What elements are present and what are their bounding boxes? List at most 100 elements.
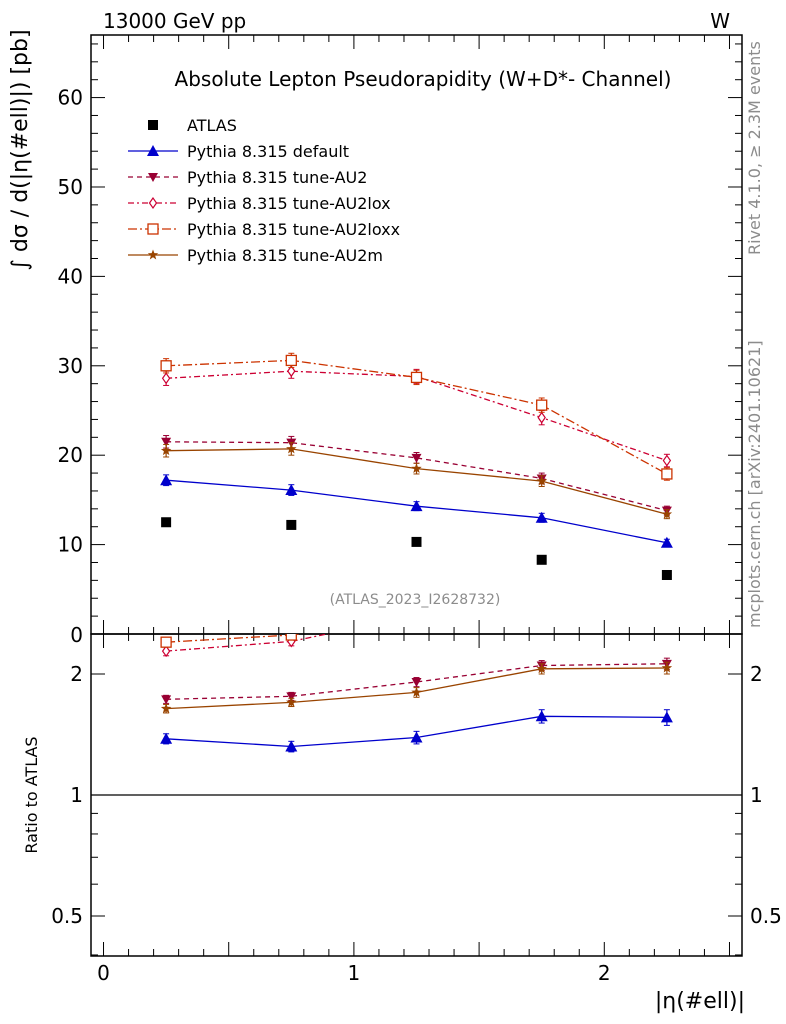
chart-title: Absolute Lepton Pseudorapidity (W+D*- Ch…	[175, 67, 672, 91]
ratio-pythia-8-315-default-point	[660, 711, 673, 723]
ratio-y-tick-label: 1	[70, 783, 83, 807]
ratio-pythia-8-315-default-series	[160, 709, 673, 753]
main-pythia-8-315-default-line	[166, 479, 668, 544]
main-pythia-8-315-tune-au2m-point	[286, 443, 297, 454]
ratio-pythia-8-315-tune-au2lox-point	[538, 603, 545, 613]
ratio-pythia-8-315-tune-au2m-point	[661, 662, 673, 673]
main-pythia-8-315-tune-au2loxx-point	[410, 371, 423, 384]
ratio-pythia-8-315-tune-au2loxx-series	[160, 594, 672, 648]
ratio-pythia-8-315-default-point	[410, 731, 423, 743]
legend-marker	[147, 223, 159, 235]
ratio-pythia-8-315-tune-au2m-series	[160, 661, 673, 714]
main-pythia-8-315-tune-au2loxx-point	[160, 360, 172, 372]
ratio-axis-ticks: 0 1 2 0.5 0.5 1 1 2 2	[51, 634, 782, 985]
legend-item: ATLAS	[148, 116, 237, 135]
legend-label: Pythia 8.315 tune-AU2m	[187, 246, 383, 265]
main-atlas-point	[161, 517, 172, 528]
rivet-version-label: Rivet 4.1.0, ≥ 2.3M events	[745, 41, 764, 255]
legend-label: ATLAS	[187, 116, 237, 135]
y-tick-label: 50	[58, 175, 83, 199]
ratio-pythia-8-315-tune-au2loxx-point	[537, 594, 547, 604]
legend-label: Pythia 8.315 tune-AU2loxx	[187, 220, 400, 239]
ratio-pythia-8-315-tune-au2loxx-point	[160, 636, 172, 648]
y-tick-label: 30	[58, 354, 83, 378]
legend-marker	[148, 196, 158, 210]
main-atlas-point	[536, 554, 547, 565]
main-pythia-8-315-tune-au2loxx-point	[536, 399, 548, 411]
main-pythia-8-315-tune-au2lox-point	[287, 365, 296, 378]
legend-item: Pythia 8.315 tune-AU2loxx	[128, 220, 400, 239]
ratio-y-tick-label: 0.5	[51, 904, 83, 928]
ratio-pythia-8-315-default-point	[160, 732, 173, 744]
ratio-pythia-8-315-tune-au2m-point	[160, 703, 172, 714]
main-atlas-point	[661, 569, 672, 580]
energy-label: 13000 GeV pp	[103, 9, 246, 33]
x-axis-label: |η(#ell)|	[655, 989, 745, 1014]
legend-item: Pythia 8.315 default	[128, 142, 349, 161]
ratio-pythia-8-315-tune-au2lox-line	[166, 634, 330, 652]
x-tick-label: 2	[598, 961, 611, 985]
legend-label: Pythia 8.315 tune-AU2lox	[187, 194, 391, 213]
main-pythia-8-315-tune-au2loxx-series	[160, 352, 673, 481]
ratio-pythia-8-315-tune-au2lox-point	[161, 645, 171, 658]
legend-item: Pythia 8.315 tune-AU2lox	[128, 194, 391, 213]
ratio-pythia-8-315-default-point	[535, 710, 548, 722]
ratio-pythia-8-315-tune-au2-point	[286, 692, 297, 702]
ratio-pythia-8-315-tune-au2loxx-point	[285, 634, 297, 641]
main-pythia-8-315-tune-au2m-point	[661, 508, 673, 519]
legend-item: Pythia 8.315 tune-AU2	[128, 168, 367, 187]
x-tick-label: 0	[97, 961, 110, 985]
y-tick-label: 20	[58, 443, 83, 467]
legend-marker	[148, 120, 158, 130]
ratio-pythia-8-315-tune-au2lox-point	[663, 602, 670, 612]
main-pythia-8-315-tune-au2m-point	[411, 463, 422, 474]
main-pythia-8-315-tune-au2lox-point	[662, 454, 672, 467]
ratio-pythia-8-315-tune-au2-point	[161, 695, 172, 705]
y-tick-label: 40	[58, 264, 83, 288]
legend-item: Pythia 8.315 tune-AU2m	[128, 246, 383, 265]
ratio-y-axis-label: Ratio to ATLAS	[22, 736, 41, 853]
main-pythia-8-315-default-point	[660, 536, 673, 548]
ratio-pythia-8-315-tune-au2lox-series	[161, 602, 670, 658]
main-pythia-8-315-default-point	[410, 500, 423, 512]
process-label: W	[710, 9, 730, 33]
ratio-series-group	[160, 594, 673, 753]
main-pythia-8-315-tune-au2lox-point	[537, 411, 546, 424]
main-pythia-8-315-tune-au2m-series	[160, 442, 673, 520]
ratio-y-tick-label-right: 0.5	[750, 904, 782, 928]
main-pythia-8-315-tune-au2loxx-point	[285, 354, 297, 367]
legend-marker	[147, 249, 159, 260]
legend-marker	[147, 145, 159, 156]
ratio-pythia-8-315-tune-au2loxx-point	[662, 616, 672, 626]
main-pythia-8-315-tune-au2loxx-point	[661, 468, 673, 480]
y-tick-label: 60	[58, 86, 83, 110]
ratio-pythia-8-315-default-point	[285, 740, 298, 752]
ratio-pythia-8-315-tune-au2-point	[411, 678, 422, 688]
main-atlas-point	[286, 519, 297, 530]
main-pythia-8-315-default-point	[535, 511, 548, 523]
legend: ATLAS Pythia 8.315 default Pythia 8.315 tu…	[128, 116, 400, 265]
ratio-pythia-8-315-tune-au2lox-point	[413, 610, 420, 620]
legend-label: Pythia 8.315 tune-AU2	[187, 168, 367, 187]
main-pythia-8-315-tune-au2lox-point	[161, 372, 171, 385]
main-pythia-8-315-default-point	[285, 484, 298, 496]
legend-marker	[148, 173, 158, 182]
ratio-pythia-8-315-tune-au2m-point	[286, 696, 297, 707]
ratio-pythia-8-315-tune-au2m-point	[411, 686, 422, 697]
main-atlas-series	[161, 517, 672, 580]
ratio-pythia-8-315-tune-au2loxx-point	[412, 611, 422, 621]
main-atlas-point	[411, 536, 422, 547]
main-pythia-8-315-default-series	[160, 474, 673, 548]
main-y-axis-label: ∫ dσ / d(|η(#ell)|) [pb]	[8, 29, 33, 270]
ratio-y-tick-label-right: 2	[750, 662, 763, 686]
analysis-id-label: (ATLAS_2023_I2628732)	[330, 592, 501, 608]
y-tick-label: 10	[58, 533, 83, 557]
main-pythia-8-315-tune-au2m-point	[160, 445, 172, 456]
main-pythia-8-315-tune-au2m-point	[536, 475, 547, 486]
ratio-y-tick-label-right: 1	[750, 783, 763, 807]
ratio-pythia-8-315-tune-au2-line	[166, 663, 667, 700]
main-pythia-8-315-tune-au2-point	[161, 437, 172, 447]
y-tick-label-zero: 0	[70, 623, 83, 647]
main-pythia-8-315-tune-au2-line	[166, 441, 668, 512]
